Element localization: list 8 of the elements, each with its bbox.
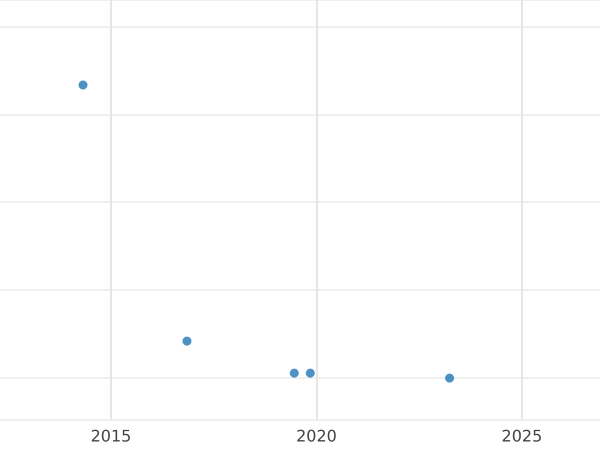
point [78,80,88,90]
point [182,336,192,346]
point [445,374,454,383]
point [290,368,299,378]
point [306,368,315,378]
x-tick-label: 2015 [90,426,132,446]
x-tick-label: 2020 [296,426,337,446]
x-tick-label: 2025 [502,426,542,446]
